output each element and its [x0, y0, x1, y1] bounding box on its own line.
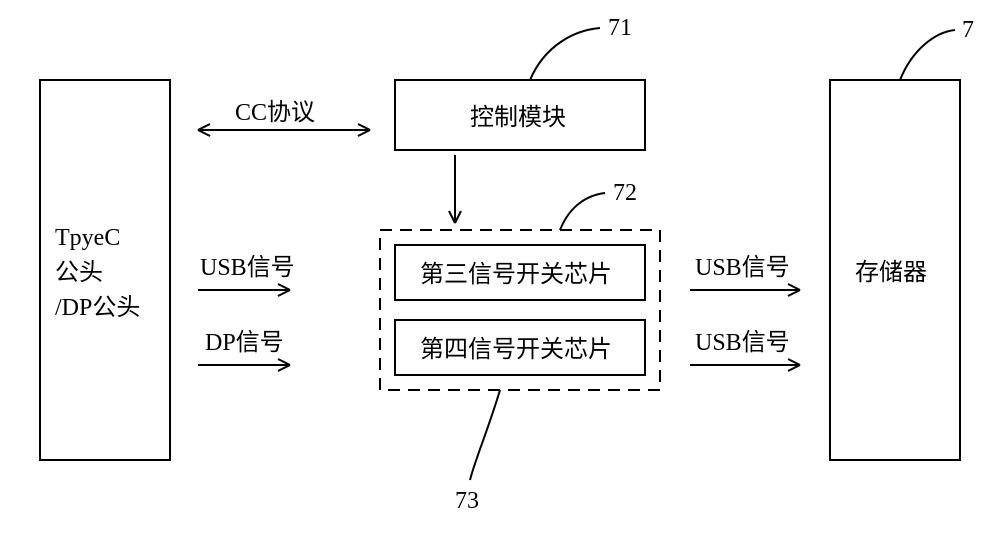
leader-71 [530, 28, 600, 80]
control-module-label: 控制模块 [470, 104, 566, 131]
left-block-line2: 公头 [55, 259, 103, 286]
usb-left-label: USB信号 [200, 254, 295, 281]
ref-71: 71 [608, 15, 632, 41]
ref-73: 73 [455, 488, 479, 514]
usb-right-bot-label: USB信号 [695, 329, 790, 356]
ref-72: 72 [613, 180, 637, 206]
left-block-line3: /DP公头 [55, 294, 140, 321]
chip4-label: 第四信号开关芯片 [420, 336, 612, 363]
usb-right-bot-arrow [690, 359, 800, 371]
ref-7: 7 [962, 17, 974, 43]
memory-label: 存储器 [855, 259, 927, 286]
chip3-label: 第三信号开关芯片 [420, 261, 612, 288]
usb-left-arrow [198, 284, 290, 296]
switch-chip-group [380, 230, 660, 390]
usb-right-top-label: USB信号 [695, 254, 790, 281]
control-down-arrow [449, 155, 461, 223]
dp-left-label: DP信号 [205, 329, 284, 356]
usb-right-top-arrow [690, 284, 800, 296]
left-block-line1: TpyeC [55, 225, 120, 251]
cc-label: CC协议 [235, 99, 315, 126]
leader-7 [900, 30, 955, 80]
leader-72 [560, 193, 605, 230]
dp-left-arrow [198, 359, 290, 371]
diagram-canvas: TpyeC 公头 /DP公头 控制模块 第三信号开关芯片 第四信号开关芯片 存储… [0, 0, 1000, 560]
leader-73 [470, 390, 500, 480]
